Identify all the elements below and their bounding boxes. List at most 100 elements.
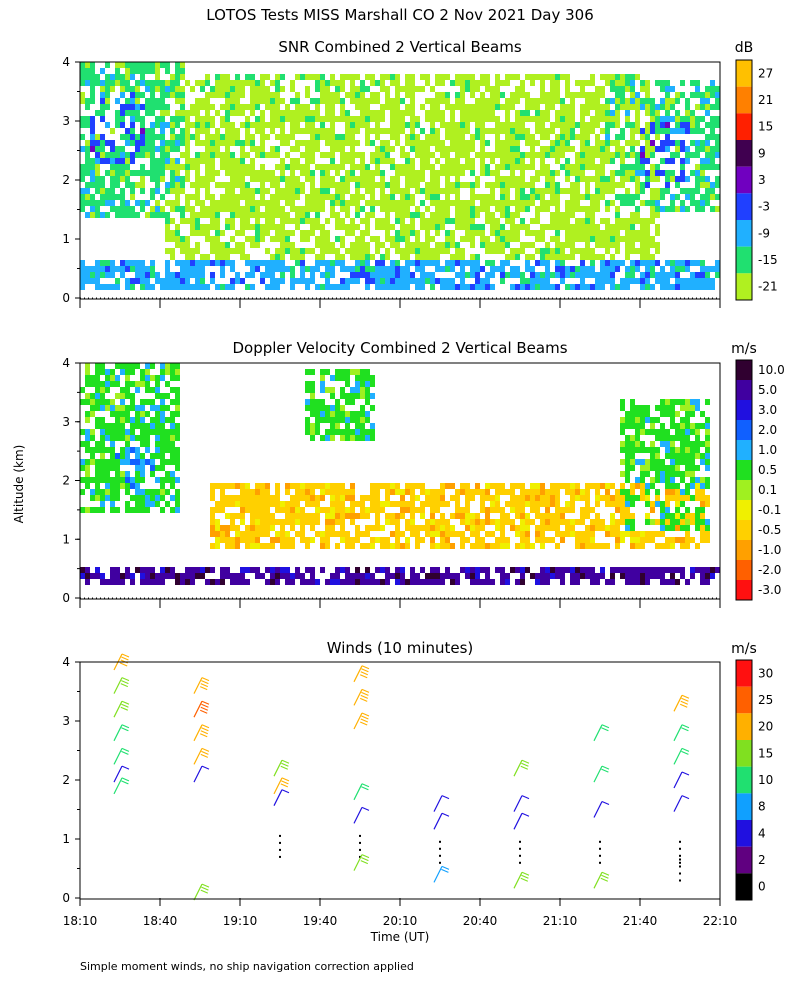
echo-cell <box>625 453 630 459</box>
echo-cell <box>135 417 140 423</box>
y-tick-label: 0 <box>62 291 70 305</box>
echo-cell <box>445 158 450 164</box>
echo-cell <box>645 254 650 260</box>
echo-cell <box>470 158 475 164</box>
echo-cell <box>675 122 680 128</box>
echo-cell <box>645 176 650 182</box>
echo-cell <box>565 74 570 80</box>
echo-cell <box>475 513 480 519</box>
echo-cell <box>480 116 485 122</box>
echo-cell <box>430 567 435 573</box>
echo-cell <box>370 393 375 399</box>
echo-cell <box>130 158 135 164</box>
echo-cell <box>320 194 325 200</box>
echo-cell <box>410 489 415 495</box>
echo-cell <box>620 92 625 98</box>
echo-cell <box>510 272 515 278</box>
echo-cell <box>180 98 185 104</box>
echo-cell <box>190 272 195 278</box>
echo-cell <box>270 80 275 86</box>
echo-cell <box>150 489 155 495</box>
echo-cell <box>155 411 160 417</box>
echo-cell <box>125 501 130 507</box>
echo-cell <box>510 501 515 507</box>
echo-cell <box>335 369 340 375</box>
echo-cell <box>95 387 100 393</box>
echo-cell <box>270 278 275 284</box>
echo-cell <box>385 230 390 236</box>
echo-cell <box>130 152 135 158</box>
echo-cell <box>275 98 280 104</box>
echo-cell <box>220 525 225 531</box>
echo-cell <box>205 567 210 573</box>
echo-cell <box>340 429 345 435</box>
echo-cell <box>405 507 410 513</box>
echo-cell <box>300 104 305 110</box>
echo-cell <box>575 230 580 236</box>
echo-cell <box>360 158 365 164</box>
echo-cell <box>320 417 325 423</box>
echo-cell <box>145 399 150 405</box>
echo-cell <box>220 495 225 501</box>
echo-cell <box>645 236 650 242</box>
echo-cell <box>115 278 120 284</box>
echo-cell <box>645 429 650 435</box>
echo-cell <box>520 579 525 585</box>
echo-cell <box>210 212 215 218</box>
echo-cell <box>355 248 360 254</box>
echo-cell <box>175 242 180 248</box>
echo-cell <box>295 206 300 212</box>
echo-cell <box>335 218 340 224</box>
echo-cell <box>165 104 170 110</box>
echo-cell <box>495 236 500 242</box>
echo-cell <box>530 152 535 158</box>
echo-cell <box>465 182 470 188</box>
echo-cell <box>310 122 315 128</box>
echo-cell <box>390 489 395 495</box>
echo-cell <box>245 495 250 501</box>
echo-cell <box>555 110 560 116</box>
echo-cell <box>520 242 525 248</box>
echo-cell <box>660 140 665 146</box>
echo-cell <box>660 567 665 573</box>
echo-cell <box>255 525 260 531</box>
echo-cell <box>485 242 490 248</box>
echo-cell <box>340 80 345 86</box>
echo-cell <box>300 573 305 579</box>
echo-cell <box>675 459 680 465</box>
echo-cell <box>580 284 585 290</box>
echo-cell <box>460 140 465 146</box>
echo-cell <box>680 128 685 134</box>
echo-cell <box>130 86 135 92</box>
echo-cell <box>350 140 355 146</box>
echo-cell <box>665 182 670 188</box>
echo-cell <box>435 501 440 507</box>
echo-cell <box>510 128 515 134</box>
echo-cell <box>415 170 420 176</box>
echo-cell <box>645 218 650 224</box>
echo-cell <box>355 513 360 519</box>
echo-cell <box>105 260 110 266</box>
echo-cell <box>665 525 670 531</box>
echo-cell <box>645 200 650 206</box>
echo-cell <box>505 519 510 525</box>
echo-cell <box>410 92 415 98</box>
echo-cell <box>670 573 675 579</box>
echo-cell <box>650 501 655 507</box>
echo-cell <box>680 441 685 447</box>
echo-cell <box>625 435 630 441</box>
echo-cell <box>100 399 105 405</box>
echo-cell <box>670 447 675 453</box>
echo-cell <box>700 507 705 513</box>
echo-cell <box>445 519 450 525</box>
echo-cell <box>600 170 605 176</box>
echo-cell <box>135 170 140 176</box>
echo-cell <box>670 411 675 417</box>
echo-cell <box>120 573 125 579</box>
echo-cell <box>630 441 635 447</box>
echo-cell <box>385 104 390 110</box>
echo-cell <box>115 68 120 74</box>
echo-cell <box>355 501 360 507</box>
echo-cell <box>645 128 650 134</box>
echo-cell <box>130 98 135 104</box>
